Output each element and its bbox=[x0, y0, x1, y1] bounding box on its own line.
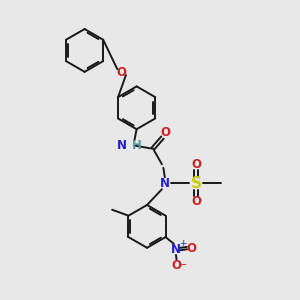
Text: O: O bbox=[160, 126, 170, 139]
Text: O: O bbox=[172, 259, 182, 272]
Text: H: H bbox=[132, 139, 141, 152]
Text: O: O bbox=[191, 158, 201, 171]
Text: O: O bbox=[117, 66, 127, 79]
Text: O: O bbox=[186, 242, 197, 255]
Text: −: − bbox=[179, 260, 187, 270]
Text: O: O bbox=[191, 195, 201, 208]
Text: +: + bbox=[179, 238, 186, 247]
Text: N: N bbox=[160, 177, 170, 190]
Text: N: N bbox=[171, 243, 181, 256]
Text: S: S bbox=[190, 176, 202, 191]
Text: N: N bbox=[117, 139, 127, 152]
